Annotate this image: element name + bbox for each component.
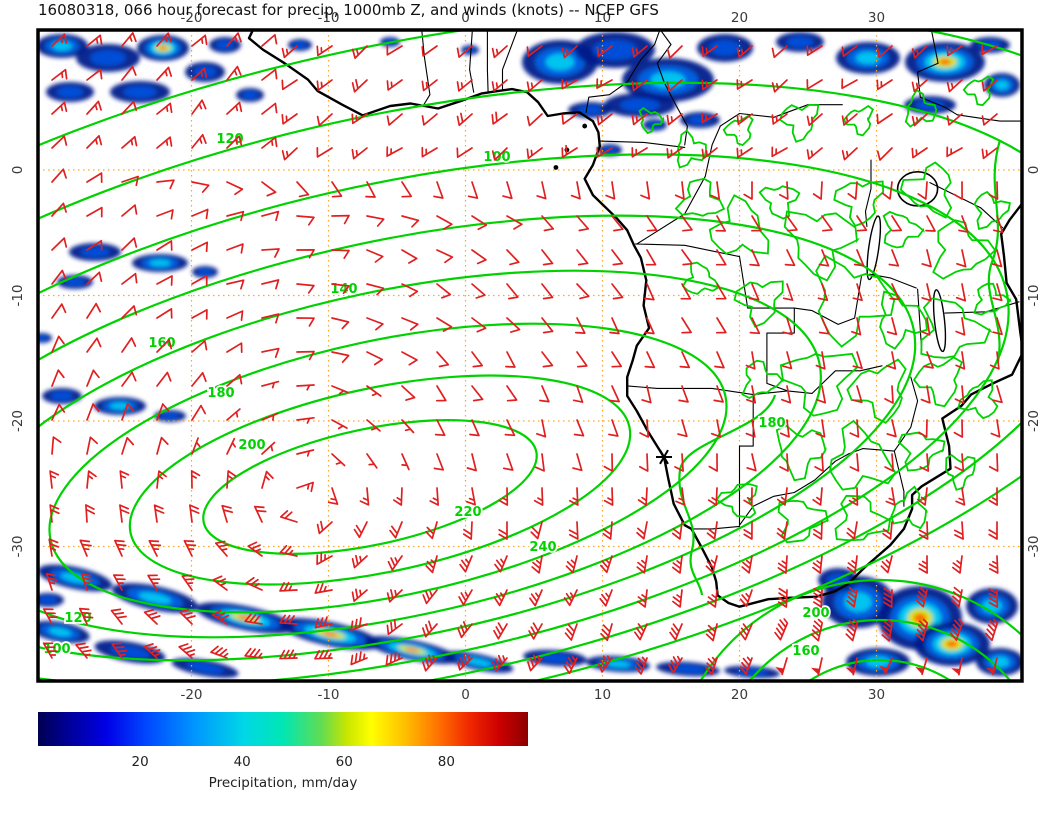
contour-label: 200 <box>238 438 265 453</box>
x-axis-tick-label-bottom: 20 <box>731 687 748 703</box>
colorbar-tick-label: 40 <box>234 754 251 770</box>
x-axis-tick-label-bottom: 0 <box>461 687 470 703</box>
island <box>553 165 559 170</box>
country-border <box>893 376 919 452</box>
contour-label: 160 <box>792 644 819 659</box>
country-border <box>956 114 1022 122</box>
country-border <box>690 525 741 530</box>
country-border <box>486 30 489 93</box>
y-axis-tick-label-right: -10 <box>1026 284 1042 306</box>
y-axis-tick-label-right: -20 <box>1026 410 1042 432</box>
x-axis-tick-label-top: 10 <box>594 10 611 26</box>
country-border <box>469 30 475 93</box>
contour-label: 180 <box>758 416 785 431</box>
plot-frame <box>36 28 1024 683</box>
country-border <box>599 140 686 148</box>
country-border <box>636 125 721 245</box>
y-axis-tick-label-right: -30 <box>1026 535 1042 557</box>
y-axis-tick-label-left: -10 <box>10 284 26 306</box>
x-axis-tick-label-top: -10 <box>317 10 339 26</box>
country-border <box>738 448 864 526</box>
colorbar-tick-label: 80 <box>438 754 455 770</box>
country-border <box>421 30 431 107</box>
country-border <box>719 104 843 127</box>
y-axis-tick-label-left: -30 <box>10 535 26 557</box>
colorbar-tick-label: 60 <box>336 754 353 770</box>
contour-label: 220 <box>454 505 481 520</box>
island <box>582 123 588 129</box>
colorbar-caption: Precipitation, mm/day <box>209 775 358 791</box>
wind-barbs <box>42 32 1004 676</box>
country-border <box>917 30 958 116</box>
x-axis-tick-label-top: 30 <box>868 10 885 26</box>
x-axis-tick-label-bottom: -20 <box>180 687 202 703</box>
plot-title: 16080318, 066 hour forecast for precip, … <box>38 1 659 19</box>
lake-malawi <box>932 289 947 353</box>
x-axis-tick-label-bottom: 30 <box>868 687 885 703</box>
lake-tanganyika <box>866 215 882 281</box>
x-axis-tick-label-top: 20 <box>731 10 748 26</box>
country-border <box>585 30 661 113</box>
precip-colorbar <box>38 712 528 746</box>
colorbar-tick-label: 20 <box>131 754 148 770</box>
contour-label: 180 <box>207 386 234 401</box>
y-axis-tick-label-right: 0 <box>1026 166 1042 175</box>
x-axis-tick-label-bottom: -10 <box>317 687 339 703</box>
y-axis-tick-label-left: 0 <box>10 166 26 175</box>
country-border <box>811 365 883 394</box>
country-border <box>793 276 862 325</box>
contour-label: 200 <box>802 606 829 621</box>
axis-labels: -20 -20 -10 -10 0 0 10 10 20 20 30 30 0 0 -10 -10 -20 -20… <box>10 10 1042 703</box>
country-border <box>626 385 813 396</box>
contour-label: 240 <box>529 540 556 555</box>
precip-shading <box>38 32 1022 679</box>
y-axis-tick-label-left: -20 <box>10 410 26 432</box>
x-axis-tick-label-bottom: 10 <box>594 687 611 703</box>
x-axis-tick-label-top: -20 <box>180 10 202 26</box>
station-asterisk-marker <box>656 449 672 465</box>
country-border <box>864 159 872 228</box>
x-axis-tick-label-top: 0 <box>461 10 470 26</box>
